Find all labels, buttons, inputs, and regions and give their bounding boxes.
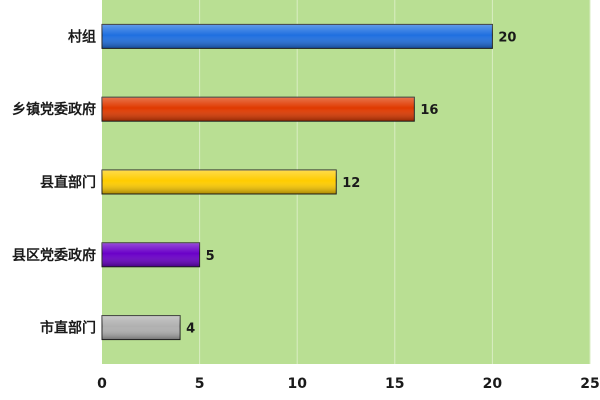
category-label: 县区党委政府 <box>12 247 96 264</box>
x-tick-label: 5 <box>195 376 205 392</box>
bar-group <box>101 96 415 122</box>
x-tick-label: 0 <box>97 376 107 392</box>
bar-shading <box>102 97 415 122</box>
bar-shading <box>102 24 493 49</box>
value-label: 20 <box>498 30 516 45</box>
value-label: 5 <box>206 249 215 264</box>
category-label: 乡镇党委政府 <box>12 101 96 118</box>
x-tick-label: 20 <box>483 376 503 392</box>
bar-shading <box>102 170 337 194</box>
bar-group <box>101 315 181 341</box>
x-tick-label: 15 <box>385 376 404 392</box>
bars <box>101 23 493 341</box>
x-tick-label: 25 <box>580 376 599 392</box>
bar-shading <box>102 242 200 267</box>
value-label: 4 <box>186 322 195 337</box>
bar-group <box>101 23 493 49</box>
labels: 0 5 10 15 20 25 村组 20 乡镇党委政府 16 县直部门 12 县区党委政府 5 市直部门 4 <box>12 28 600 392</box>
value-label: 16 <box>420 103 438 118</box>
bar-group <box>101 242 201 268</box>
value-label: 12 <box>342 176 360 191</box>
bar-group <box>101 169 337 195</box>
category-label: 县直部门 <box>40 174 96 191</box>
bar-shading <box>102 315 181 340</box>
category-label: 市直部门 <box>40 320 96 337</box>
x-tick-label: 10 <box>287 376 307 392</box>
category-label: 村组 <box>68 28 96 45</box>
